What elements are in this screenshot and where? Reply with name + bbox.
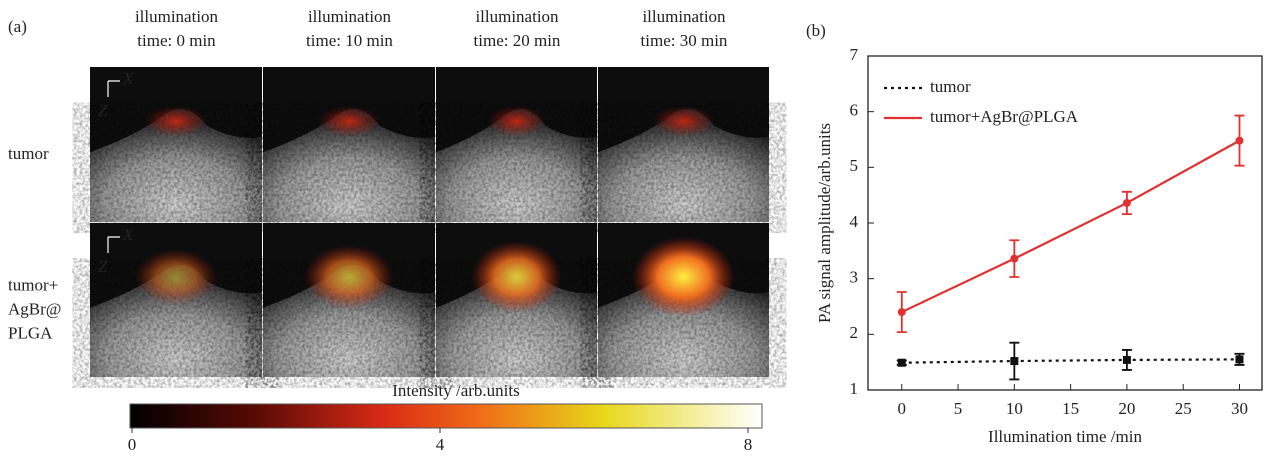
data-point xyxy=(1235,355,1243,363)
x-tick-label: 20 xyxy=(1118,399,1135,418)
x-tick-label: 5 xyxy=(954,399,963,418)
x-tick-label: 25 xyxy=(1175,399,1192,418)
panel-label: (b) xyxy=(806,21,826,40)
colorbar xyxy=(130,404,762,428)
y-axis-label: PA signal amplitude/arb.units xyxy=(815,123,834,323)
x-tick-label: 30 xyxy=(1231,399,1248,418)
signal xyxy=(135,249,218,304)
data-point xyxy=(898,308,906,316)
y-tick-label: 3 xyxy=(850,268,859,287)
series-line xyxy=(902,141,1240,312)
ultrasound-image xyxy=(90,67,262,222)
colorbar-tick-label: 8 xyxy=(744,435,753,454)
legend-label: tumor xyxy=(930,77,971,96)
signal xyxy=(304,245,393,309)
column-title: time: 10 min xyxy=(306,31,393,50)
column-title: illumination xyxy=(308,7,392,26)
signal xyxy=(145,106,207,137)
signal xyxy=(318,106,380,137)
series-line xyxy=(902,359,1240,362)
ultrasound-image xyxy=(436,223,597,377)
column-title: time: 0 min xyxy=(137,31,216,50)
row-label: PLGA xyxy=(8,323,53,342)
y-tick-label: 1 xyxy=(850,379,859,398)
data-point xyxy=(1010,357,1018,365)
data-point xyxy=(1123,356,1131,364)
data-point xyxy=(1235,137,1243,145)
data-point xyxy=(1010,255,1018,263)
y-tick-label: 4 xyxy=(850,212,859,231)
axis-z-label: Z xyxy=(98,101,108,120)
colorbar-title: Intensity /arb.units xyxy=(392,381,519,400)
row-label: tumor+ xyxy=(8,275,58,294)
column-title: time: 30 min xyxy=(641,31,728,50)
x-tick-label: 10 xyxy=(1006,399,1023,418)
signal xyxy=(488,106,546,137)
axis-x-label: X xyxy=(122,69,134,88)
ultrasound-image xyxy=(263,67,435,222)
row-label: tumor xyxy=(8,144,49,163)
x-tick-label: 0 xyxy=(898,399,907,418)
panel-a: (a) illumination time: 0 min illumination ti… xyxy=(8,7,769,454)
panel-label: (a) xyxy=(8,17,27,36)
y-tick-label: 2 xyxy=(850,323,859,342)
figure: (a) illumination time: 0 min illumination ti… xyxy=(0,0,1271,458)
axis-x-label: X xyxy=(122,225,134,244)
data-point xyxy=(898,359,906,367)
signal xyxy=(632,237,735,317)
colorbar-tick-label: 0 xyxy=(128,435,137,454)
y-tick-label: 6 xyxy=(850,101,859,120)
legend-label: tumor+AgBr@PLGA xyxy=(930,107,1079,126)
column-title: time: 20 min xyxy=(474,31,561,50)
axis-z-label: Z xyxy=(98,257,108,276)
signal xyxy=(471,241,561,313)
ultrasound-image xyxy=(598,67,769,222)
data-point xyxy=(1123,199,1131,207)
signal xyxy=(653,106,715,137)
row-label: AgBr@ xyxy=(8,299,61,318)
ultrasound-image xyxy=(598,223,769,377)
column-title: illumination xyxy=(135,7,219,26)
ultrasound-image xyxy=(263,223,435,377)
ultrasound-image xyxy=(90,223,262,377)
y-tick-label: 7 xyxy=(850,45,859,64)
panel-b: (b) 1 2 3 4 5 6 7 0 5 10 15 20 25 30 Illumination time … xyxy=(806,21,1262,446)
x-axis-label: Illumination time /min xyxy=(988,427,1142,446)
column-title: illumination xyxy=(475,7,559,26)
x-tick-label: 15 xyxy=(1062,399,1079,418)
colorbar-tick-label: 4 xyxy=(436,435,445,454)
ultrasound-image xyxy=(436,67,597,222)
column-title: illumination xyxy=(642,7,726,26)
y-tick-label: 5 xyxy=(850,156,859,175)
